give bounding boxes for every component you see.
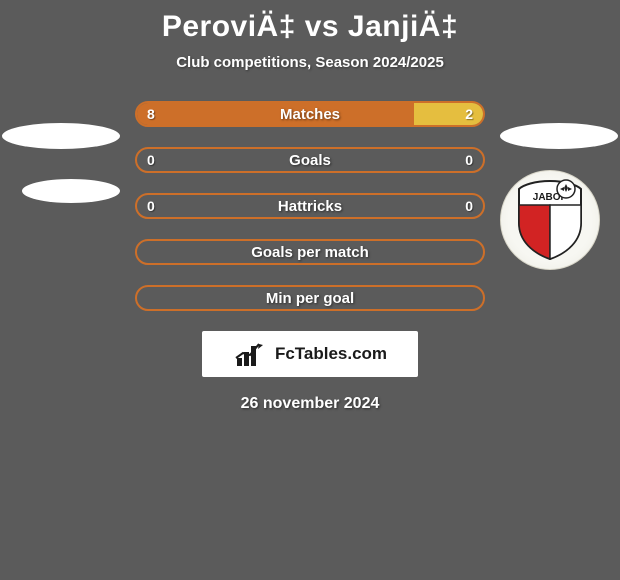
stat-left-value: 0 <box>147 198 155 214</box>
snapshot-date: 26 november 2024 <box>0 395 620 413</box>
stat-bar-left-seg <box>137 241 310 263</box>
stat-right-value: 0 <box>465 152 473 168</box>
source-logo: FcTables.com <box>202 331 418 377</box>
stat-bar-right-seg: 0 <box>310 195 483 217</box>
source-logo-text: FcTables.com <box>275 344 387 364</box>
stat-bar-left-seg: 0 <box>137 195 310 217</box>
stat-bar: Min per goal <box>135 285 485 311</box>
stat-bar-right-seg <box>310 287 483 309</box>
stat-bar: 00Hattricks <box>135 193 485 219</box>
stat-bar: 00Goals <box>135 147 485 173</box>
stat-bar-right-seg: 0 <box>310 149 483 171</box>
stat-bar-left-seg: 0 <box>137 149 310 171</box>
stat-bar-right-seg: 2 <box>414 103 483 125</box>
page-title: PeroviÄ‡ vs JanjiÄ‡ <box>0 0 620 44</box>
stat-bar: Goals per match <box>135 239 485 265</box>
stat-left-value: 8 <box>147 106 155 122</box>
stat-right-value: 0 <box>465 198 473 214</box>
comparison-chart: 82Matches00Goals00HattricksGoals per mat… <box>0 101 620 311</box>
stat-bar: 82Matches <box>135 101 485 127</box>
stat-bar-right-seg <box>310 241 483 263</box>
stat-bar-left-seg <box>137 287 310 309</box>
stat-bar-left-seg: 8 <box>137 103 414 125</box>
stat-left-value: 0 <box>147 152 155 168</box>
stat-right-value: 2 <box>465 106 473 122</box>
page-subtitle: Club competitions, Season 2024/2025 <box>0 54 620 71</box>
